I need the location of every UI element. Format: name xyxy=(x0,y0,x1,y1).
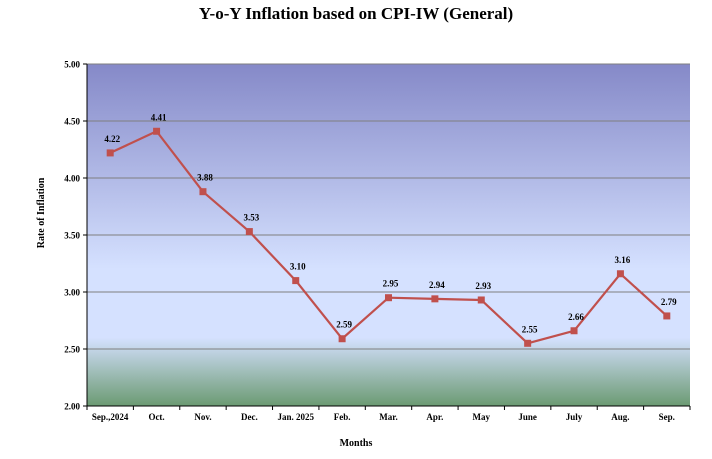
x-tick-label: Mar. xyxy=(379,412,397,422)
data-point xyxy=(524,339,532,347)
x-axis-title: Months xyxy=(340,438,373,449)
x-tick-label: Oct. xyxy=(148,412,164,422)
x-tick-label: Sep. xyxy=(659,412,675,422)
x-tick-label: June xyxy=(518,412,537,422)
x-tick-label: Apr. xyxy=(426,412,443,422)
data-label: 3.16 xyxy=(615,255,631,265)
gridlines xyxy=(87,63,690,350)
x-tick-label: Dec. xyxy=(241,412,258,422)
x-tick-label: Sep.,2024 xyxy=(92,412,129,422)
data-label: 3.10 xyxy=(290,262,306,272)
y-tick-label: 4.50 xyxy=(64,117,80,127)
data-labels: 4.22 4.41 3.88 3.53 3.10 2.59 2.95 2.94 2.93 2.55… xyxy=(104,112,677,334)
x-tick-label: Jan. 2025 xyxy=(277,412,314,422)
y-tick-label: 3.00 xyxy=(64,288,80,298)
data-point xyxy=(199,188,207,196)
data-point xyxy=(663,312,671,320)
data-point xyxy=(431,295,439,303)
x-tick-label: Feb. xyxy=(334,412,351,422)
data-point xyxy=(245,228,253,236)
data-label: 2.94 xyxy=(429,280,445,290)
data-point xyxy=(292,277,300,285)
data-label: 3.53 xyxy=(243,213,259,223)
data-point xyxy=(385,294,392,302)
data-point xyxy=(477,296,485,304)
x-tick-label: May xyxy=(473,412,491,422)
chart-title: Y-o-Y Inflation based on CPI-IW (General… xyxy=(198,4,514,23)
data-label: 4.41 xyxy=(151,112,167,122)
x-tick-label: Aug. xyxy=(611,412,629,422)
data-point xyxy=(616,270,624,278)
data-point xyxy=(570,327,578,335)
data-label: 4.22 xyxy=(104,134,120,144)
data-label: 2.59 xyxy=(336,320,352,330)
y-tick-label: 4.00 xyxy=(64,174,80,184)
y-tick-label: 3.50 xyxy=(64,231,80,241)
data-label: 2.79 xyxy=(661,297,677,307)
series-inflation xyxy=(106,127,671,347)
data-label: 2.95 xyxy=(383,279,399,289)
data-point xyxy=(106,149,114,157)
x-tick-label: Nov. xyxy=(194,412,211,422)
axes: 2.00 2.50 3.00 3.50 4.00 4.50 5.00 Sep.,2024 Oct… xyxy=(64,60,691,422)
data-label: 2.55 xyxy=(522,324,538,334)
y-axis-title: Rate of Inflation xyxy=(36,177,47,248)
y-tick-label: 5.00 xyxy=(64,60,80,70)
data-label: 3.88 xyxy=(197,173,213,183)
data-point xyxy=(153,127,161,135)
data-point xyxy=(338,335,346,343)
data-label: 2.66 xyxy=(568,312,584,322)
y-tick-label: 2.00 xyxy=(64,402,80,412)
y-tick-label: 2.50 xyxy=(64,345,80,355)
x-tick-label: July xyxy=(566,412,583,422)
data-label: 2.93 xyxy=(475,281,491,291)
